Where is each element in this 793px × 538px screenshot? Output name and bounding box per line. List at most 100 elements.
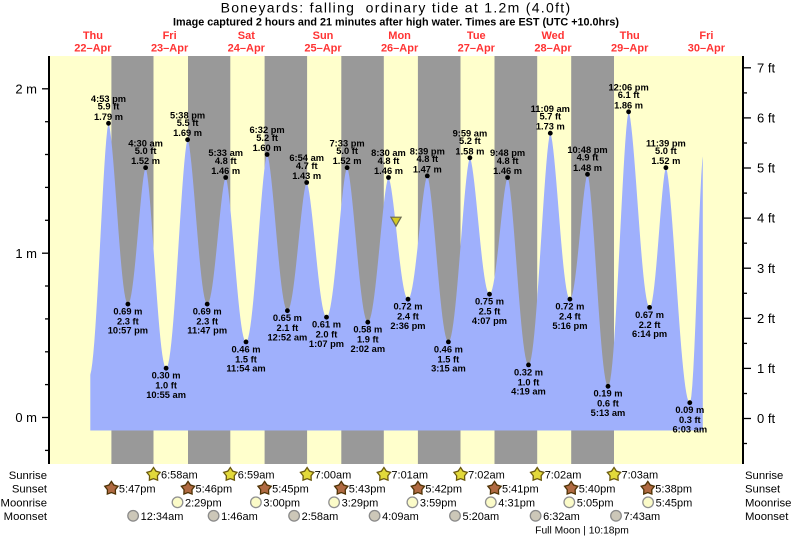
svg-text:9:48 pm: 9:48 pm	[490, 148, 525, 158]
svg-text:29–Apr: 29–Apr	[611, 43, 649, 55]
svg-text:4:09am: 4:09am	[382, 511, 419, 523]
svg-text:5:42pm: 5:42pm	[425, 484, 462, 496]
svg-text:Sun: Sun	[313, 30, 334, 42]
svg-text:0.58 m: 0.58 m	[353, 325, 382, 335]
svg-text:Moonrise: Moonrise	[745, 498, 791, 510]
svg-text:Fri: Fri	[699, 30, 713, 42]
svg-text:2.3 ft: 2.3 ft	[117, 317, 139, 327]
svg-text:5:45pm: 5:45pm	[656, 498, 693, 510]
svg-text:0.3 ft: 0.3 ft	[679, 415, 701, 425]
svg-text:2.2 ft: 2.2 ft	[639, 320, 661, 330]
svg-text:4.9 ft: 4.9 ft	[577, 153, 599, 163]
svg-text:6:03 am: 6:03 am	[672, 424, 707, 434]
svg-text:Sunset: Sunset	[12, 484, 48, 496]
svg-text:0.72 m: 0.72 m	[394, 302, 423, 312]
svg-text:0.6 ft: 0.6 ft	[597, 399, 619, 409]
svg-text:5:43pm: 5:43pm	[349, 484, 386, 496]
svg-text:Sat: Sat	[238, 30, 255, 42]
svg-text:0.30 m: 0.30 m	[152, 371, 181, 381]
svg-text:Sunset: Sunset	[745, 484, 781, 496]
svg-text:5:20am: 5:20am	[463, 511, 500, 523]
svg-text:Tue: Tue	[467, 30, 486, 42]
svg-text:7:03am: 7:03am	[622, 470, 659, 482]
svg-text:0.65 m: 0.65 m	[273, 313, 302, 323]
svg-text:5:41pm: 5:41pm	[502, 484, 539, 496]
svg-text:9:59 am: 9:59 am	[453, 129, 488, 139]
svg-text:Sunrise: Sunrise	[745, 470, 783, 482]
svg-text:Fri: Fri	[163, 30, 177, 42]
svg-text:6:14 pm: 6:14 pm	[632, 329, 667, 339]
svg-text:Moonset: Moonset	[745, 511, 789, 523]
svg-text:24–Apr: 24–Apr	[228, 43, 266, 55]
svg-text:1.0 ft: 1.0 ft	[155, 381, 177, 391]
svg-text:25–Apr: 25–Apr	[304, 43, 342, 55]
svg-text:Thu: Thu	[83, 30, 103, 42]
svg-text:5:33 am: 5:33 am	[208, 148, 243, 158]
svg-text:5.0 ft: 5.0 ft	[336, 146, 358, 156]
svg-text:1:07 pm: 1:07 pm	[309, 339, 344, 349]
svg-text:5:13 am: 5:13 am	[591, 408, 626, 418]
svg-text:1.47 m: 1.47 m	[413, 164, 442, 174]
svg-text:1:46am: 1:46am	[221, 511, 258, 523]
svg-text:4:31pm: 4:31pm	[498, 498, 535, 510]
svg-text:4:53 pm: 4:53 pm	[91, 94, 126, 104]
svg-text:1.9 ft: 1.9 ft	[357, 335, 379, 345]
svg-text:5:38 pm: 5:38 pm	[170, 110, 205, 120]
svg-text:1 ft: 1 ft	[757, 361, 775, 376]
svg-text:4:19 am: 4:19 am	[511, 387, 546, 397]
svg-text:0.46 m: 0.46 m	[232, 344, 261, 354]
svg-text:0.19 m: 0.19 m	[594, 389, 623, 399]
svg-text:23–Apr: 23–Apr	[151, 43, 189, 55]
svg-text:1.52 m: 1.52 m	[333, 156, 362, 166]
svg-text:2:29pm: 2:29pm	[185, 498, 222, 510]
svg-text:2 ft: 2 ft	[757, 311, 775, 326]
svg-text:1.86 m: 1.86 m	[614, 100, 643, 110]
svg-text:3:29pm: 3:29pm	[342, 498, 379, 510]
svg-text:Moonrise: Moonrise	[1, 498, 47, 510]
svg-text:0.61 m: 0.61 m	[312, 320, 341, 330]
svg-text:Sunrise: Sunrise	[9, 470, 47, 482]
svg-text:5.7 ft: 5.7 ft	[539, 112, 561, 122]
svg-text:5.0 ft: 5.0 ft	[655, 146, 677, 156]
svg-text:1.48 m: 1.48 m	[573, 163, 602, 173]
svg-text:7:00am: 7:00am	[315, 470, 352, 482]
svg-text:10:55 am: 10:55 am	[146, 390, 186, 400]
svg-text:5.2 ft: 5.2 ft	[459, 136, 481, 146]
svg-text:4:30 am: 4:30 am	[128, 138, 163, 148]
svg-text:30–Apr: 30–Apr	[688, 43, 726, 55]
svg-text:Mon: Mon	[388, 30, 411, 42]
svg-text:4.8 ft: 4.8 ft	[378, 156, 400, 166]
svg-text:11:09 am: 11:09 am	[531, 104, 570, 114]
svg-text:1.58 m: 1.58 m	[455, 146, 484, 156]
svg-text:10:48 pm: 10:48 pm	[567, 145, 607, 155]
svg-text:0.69 m: 0.69 m	[113, 307, 142, 317]
svg-text:Thu: Thu	[620, 30, 640, 42]
svg-text:10:57 pm: 10:57 pm	[108, 326, 148, 336]
svg-text:7:02am: 7:02am	[468, 470, 505, 482]
svg-text:12:34am: 12:34am	[141, 511, 184, 523]
svg-text:Boneyards: falling ordinary t: Boneyards: falling ordinary tide at 1.2m…	[221, 0, 572, 16]
svg-text:6:59am: 6:59am	[238, 470, 275, 482]
svg-text:2 m: 2 m	[15, 81, 37, 96]
svg-text:7:01am: 7:01am	[391, 470, 428, 482]
svg-text:5:47pm: 5:47pm	[119, 484, 156, 496]
svg-text:6.1 ft: 6.1 ft	[618, 90, 640, 100]
svg-text:1.52 m: 1.52 m	[651, 156, 680, 166]
svg-text:6:54 am: 6:54 am	[289, 153, 324, 163]
svg-text:0.09 m: 0.09 m	[675, 405, 704, 415]
svg-text:7 ft: 7 ft	[757, 60, 775, 75]
svg-text:Moonset: Moonset	[4, 511, 48, 523]
svg-text:5.2 ft: 5.2 ft	[256, 133, 278, 143]
svg-text:26–Apr: 26–Apr	[381, 43, 419, 55]
svg-text:2.5 ft: 2.5 ft	[479, 307, 501, 317]
svg-text:4.7 ft: 4.7 ft	[296, 161, 318, 171]
svg-text:0.32 m: 0.32 m	[514, 367, 543, 377]
svg-text:3:59pm: 3:59pm	[420, 498, 457, 510]
svg-text:1.69 m: 1.69 m	[173, 128, 202, 138]
svg-text:8:30 am: 8:30 am	[371, 148, 406, 158]
svg-text:0.46 m: 0.46 m	[434, 344, 463, 354]
svg-text:1.5 ft: 1.5 ft	[438, 354, 460, 364]
svg-text:0.75 m: 0.75 m	[475, 297, 504, 307]
svg-text:7:43am: 7:43am	[624, 511, 661, 523]
svg-text:27–Apr: 27–Apr	[458, 43, 496, 55]
